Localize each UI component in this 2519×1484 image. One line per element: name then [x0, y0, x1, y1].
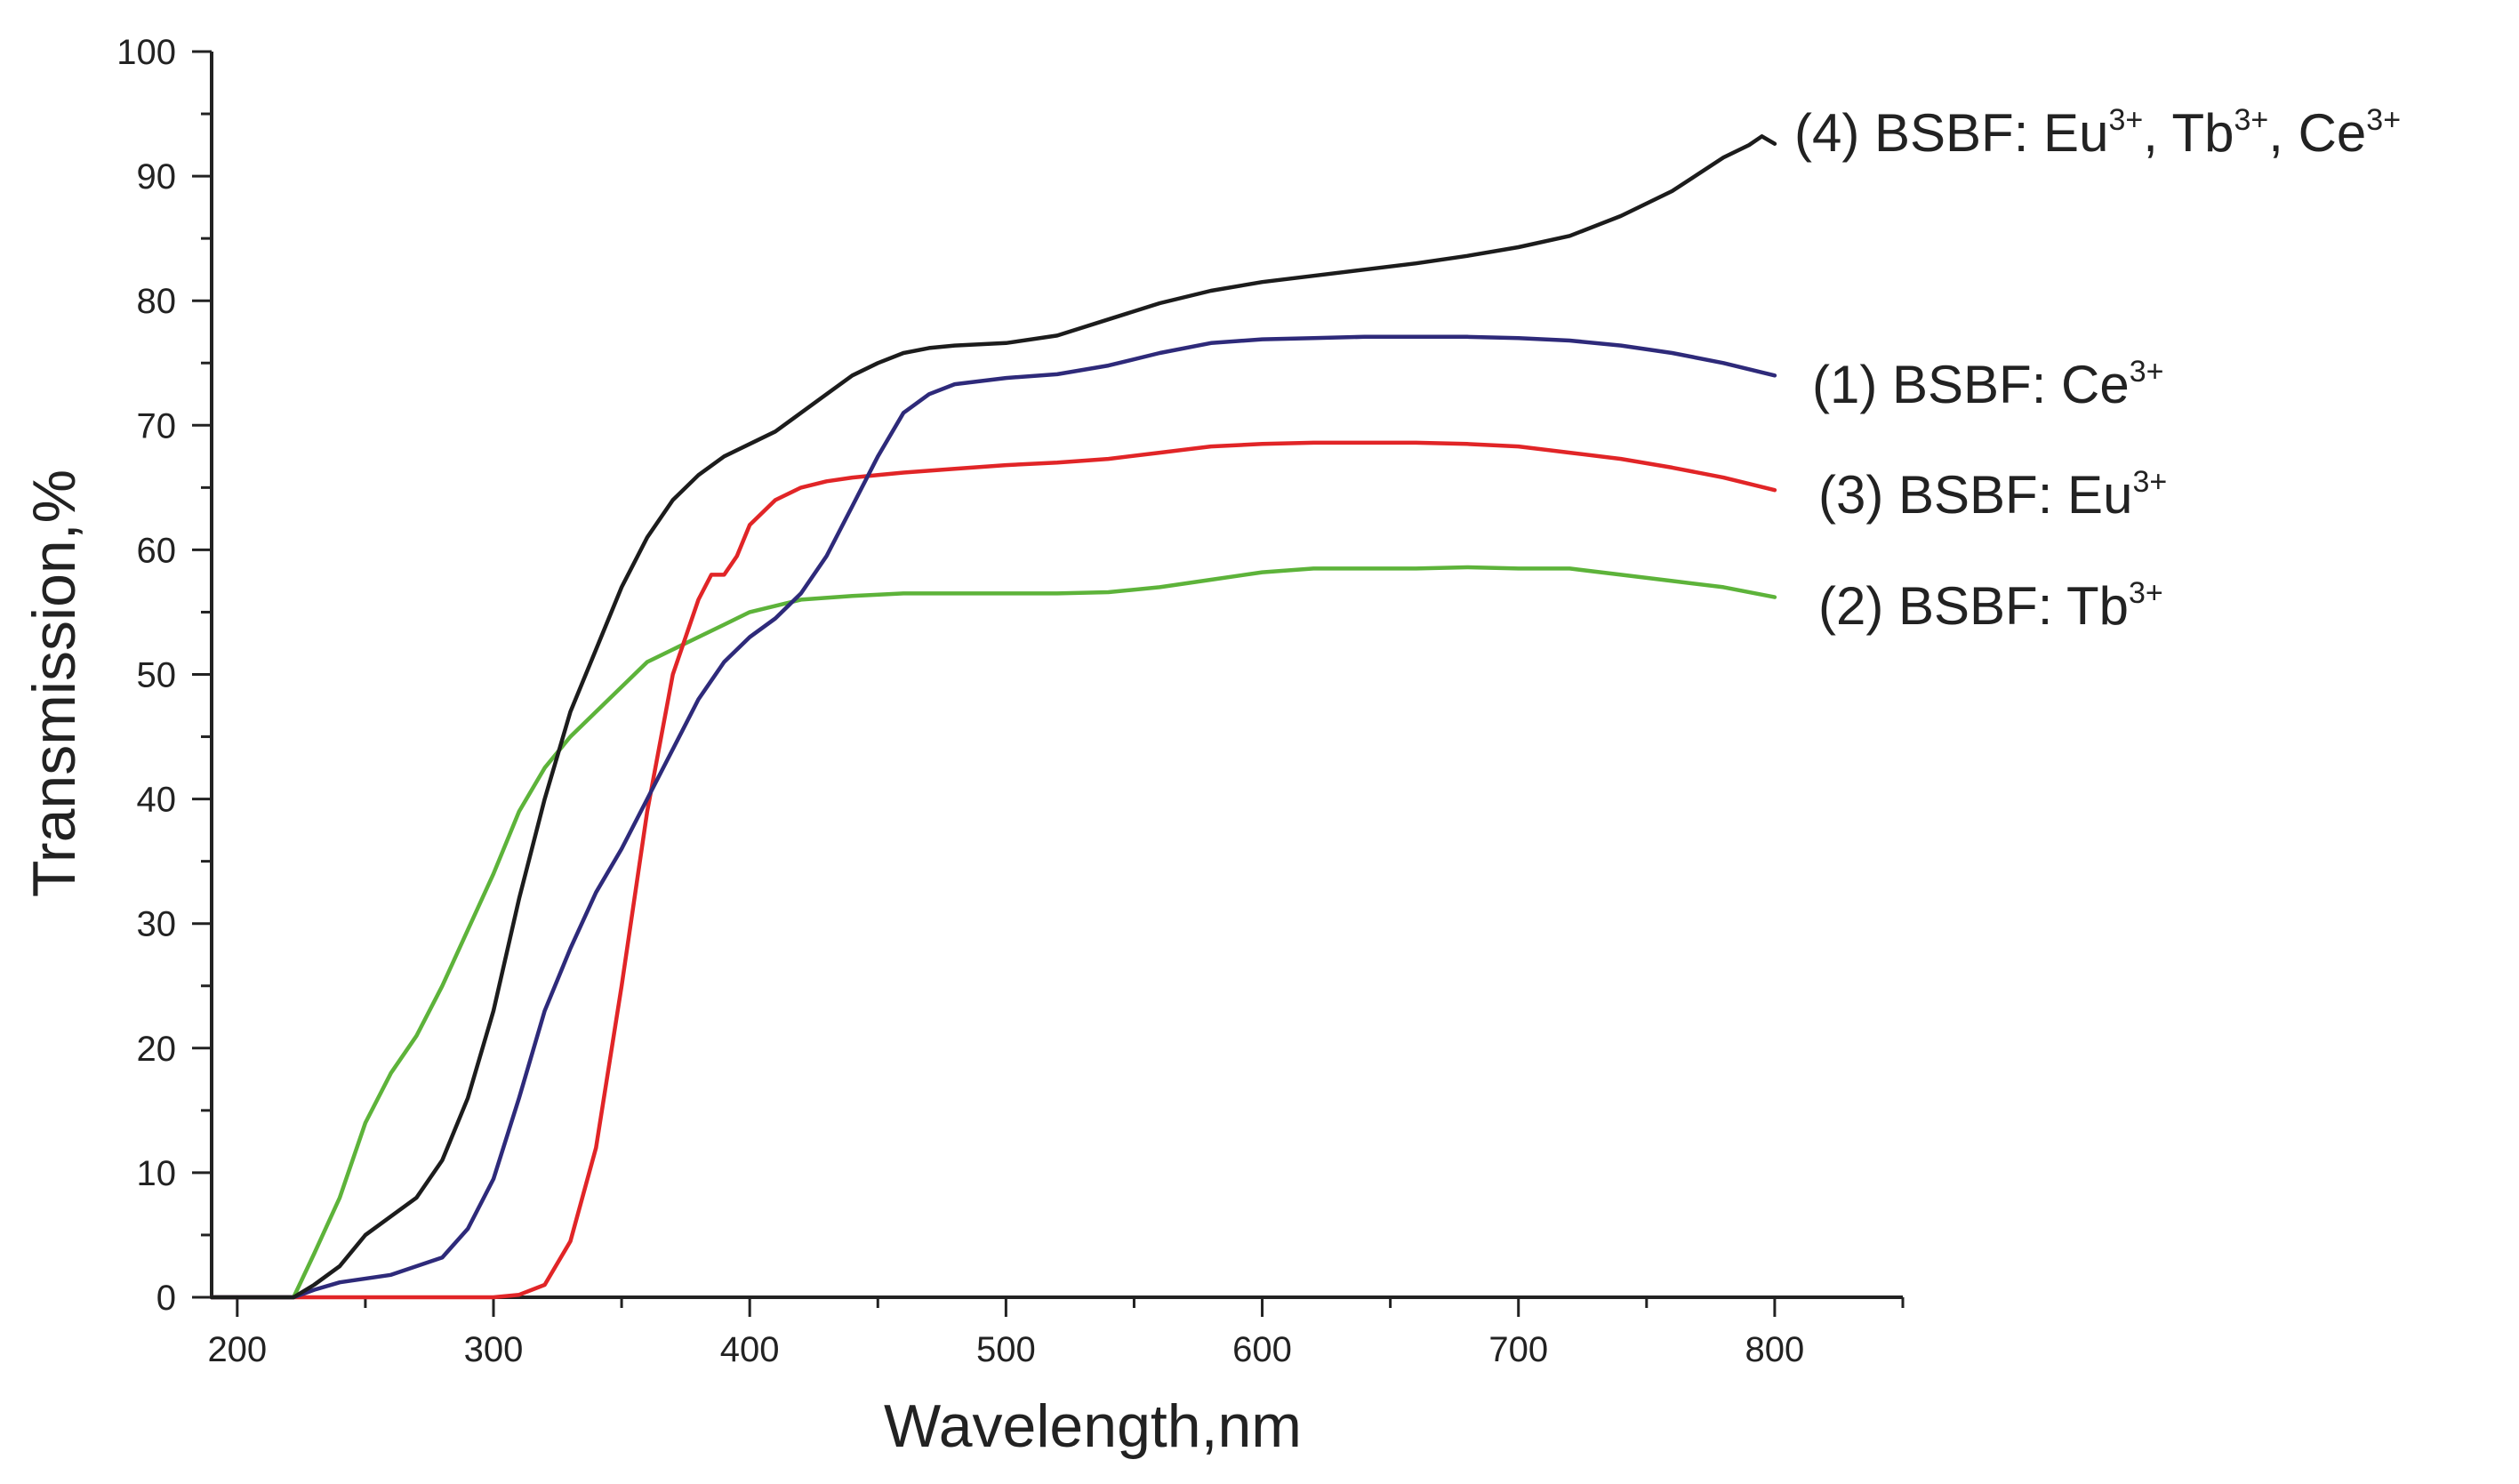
legend-name-series-4: (4) BSBF: Eu — [1794, 103, 2108, 163]
y-tick-label: 10 — [137, 1154, 177, 1193]
tick-marks — [192, 50, 1905, 1317]
x-tick-label: 700 — [1488, 1330, 1548, 1369]
legend-sup-series-2: 3+ — [2129, 576, 2163, 610]
legend-label-series-2: (2) BSBF: Tb3+ — [1818, 576, 2163, 636]
y-tick-label: 50 — [137, 656, 177, 695]
series-line-s3 — [209, 440, 1777, 1300]
legend-sup-series-4c: 3+ — [2366, 103, 2401, 137]
legend-label-series-3: (3) BSBF: Eu3+ — [1818, 465, 2167, 525]
legend-sup-series-4a: 3+ — [2108, 103, 2143, 137]
y-axis-title: Transmission,% — [20, 469, 88, 897]
legend-name-series-2: (2) BSBF: Tb — [1818, 576, 2129, 636]
x-tick-label: 400 — [720, 1330, 780, 1369]
y-tick-label: 80 — [137, 282, 177, 321]
y-tick-label: 20 — [137, 1030, 177, 1069]
y-tick-label: 70 — [137, 406, 177, 445]
series-layer — [209, 134, 1777, 1300]
x-tick-label: 500 — [976, 1330, 1036, 1369]
legend-label-series-4: (4) BSBF: Eu3+, Tb3+, Ce3+ — [1794, 103, 2401, 163]
series-line-s2 — [209, 565, 1777, 1300]
legend-name-series-3: (3) BSBF: Eu — [1818, 465, 2132, 525]
y-tick-label: 30 — [137, 905, 177, 944]
legend-name-series-4c: , Ce — [2268, 103, 2366, 163]
legend-name-series-1: (1) BSBF: Ce — [1812, 355, 2130, 414]
legend-sup-series-4b: 3+ — [2234, 103, 2268, 137]
legend-label-series-1: (1) BSBF: Ce3+ — [1812, 355, 2164, 414]
series-line-s1 — [209, 334, 1777, 1300]
series-line-s4 — [209, 134, 1777, 1300]
x-tick-label: 200 — [207, 1330, 267, 1369]
x-tick-label: 600 — [1232, 1330, 1292, 1369]
y-tick-label: 90 — [137, 157, 177, 197]
x-axis-title: Wavelength,nm — [884, 1392, 1302, 1460]
tick-labels: 0 10 20 30 40 50 60 70 80 90 100 200 300 400 500 600 700… — [116, 33, 1804, 1369]
x-tick-label: 300 — [464, 1330, 524, 1369]
legend-sup-series-3: 3+ — [2132, 465, 2167, 499]
x-tick-label: 800 — [1745, 1330, 1805, 1369]
legend-sup-series-1: 3+ — [2130, 355, 2164, 389]
y-tick-label: 100 — [116, 33, 176, 72]
legend-name-series-4b: , Tb — [2143, 103, 2234, 163]
y-tick-label: 40 — [137, 781, 177, 820]
y-tick-label: 0 — [156, 1279, 176, 1318]
y-tick-label: 60 — [137, 531, 177, 570]
axes — [210, 52, 1903, 1299]
